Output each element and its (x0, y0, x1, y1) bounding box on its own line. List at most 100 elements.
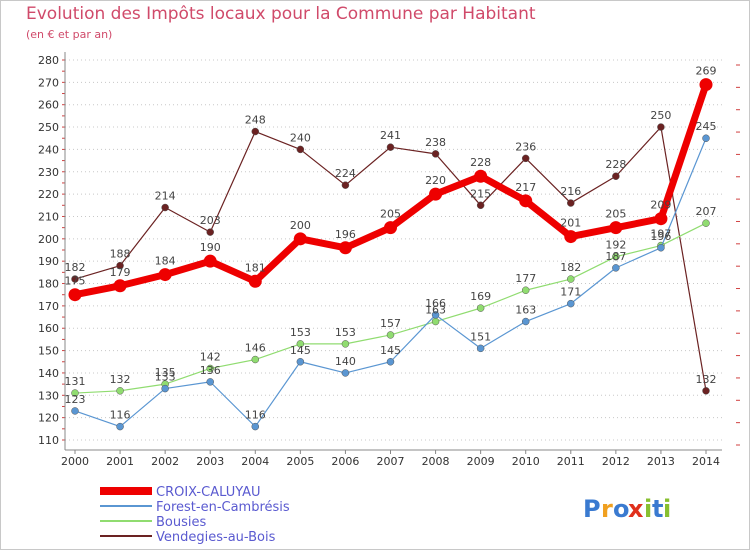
data-point (251, 422, 260, 431)
data-point (71, 407, 79, 415)
data-point (612, 252, 620, 261)
data-point (161, 203, 169, 212)
data-point (567, 299, 575, 308)
data-point (702, 134, 710, 142)
x-tick-label: 2012 (602, 455, 630, 468)
chart-title: Evolution des Impôts locaux pour la Comm… (26, 4, 536, 24)
y-tick-label: 150 (38, 345, 59, 358)
legend-label: Forest-en-Cambrésis (156, 500, 290, 515)
data-point (386, 143, 395, 151)
data-point (654, 212, 668, 226)
data-point (68, 288, 82, 302)
data-point (612, 172, 620, 180)
data-point (338, 241, 352, 255)
y-tick-label: 140 (38, 367, 59, 380)
data-label: 169 (470, 290, 491, 303)
data-label: 116 (110, 409, 131, 422)
data-point (293, 232, 307, 246)
data-point (161, 384, 169, 393)
data-label: 171 (560, 286, 581, 299)
data-point (564, 230, 578, 244)
x-tick-label: 2009 (467, 455, 495, 468)
x-tick-label: 2010 (512, 455, 540, 468)
data-point (476, 201, 485, 210)
data-point (206, 228, 214, 236)
data-label: 240 (290, 131, 311, 144)
y-tick-label: 200 (38, 233, 59, 246)
logo-letter: i (663, 495, 671, 523)
data-label: 209 (650, 199, 671, 212)
data-label: 217 (515, 181, 536, 194)
data-label: 157 (380, 317, 401, 330)
data-label: 201 (560, 217, 581, 230)
data-label: 136 (200, 364, 221, 377)
data-label: 153 (290, 326, 311, 339)
data-point (431, 150, 440, 158)
logo-letter: i (644, 495, 652, 523)
data-label: 182 (560, 261, 581, 274)
x-tick-label: 2014 (692, 455, 720, 468)
data-label: 207 (696, 205, 717, 218)
data-point (386, 358, 395, 366)
data-point (203, 254, 217, 268)
data-label: 241 (380, 129, 401, 142)
axes: 110 120 130 140 150 160 170 180 190 200 210 220 230 2… (38, 52, 740, 468)
data-point (521, 317, 530, 326)
x-tick-label: 2002 (151, 455, 179, 468)
y-tick-label: 170 (38, 300, 59, 313)
logo-letter: r (601, 495, 613, 523)
data-point (657, 123, 665, 131)
data-label: 245 (696, 120, 717, 133)
data-label: 238 (425, 136, 446, 149)
data-point (567, 199, 575, 207)
data-label: 205 (605, 208, 626, 221)
data-label: 145 (380, 344, 401, 357)
data-label: 116 (245, 409, 266, 422)
data-point (251, 127, 260, 136)
data-label: 205 (380, 208, 401, 221)
data-label: 182 (65, 261, 86, 274)
data-label: 131 (65, 375, 86, 388)
data-label: 228 (470, 156, 491, 169)
data-point (431, 311, 440, 319)
series-layer (68, 78, 713, 431)
data-label: 190 (200, 241, 221, 254)
data-label: 166 (425, 297, 446, 310)
data-label: 214 (155, 190, 176, 203)
data-label: 145 (290, 344, 311, 357)
data-label: 132 (110, 373, 131, 386)
data-point (116, 422, 124, 431)
y-tick-label: 220 (38, 188, 59, 201)
data-label: 187 (605, 250, 626, 263)
x-tick-label: 2000 (61, 455, 89, 468)
y-tick-label: 280 (38, 54, 59, 67)
data-point (206, 364, 214, 373)
x-tick-label: 2005 (286, 455, 314, 468)
data-label: 123 (65, 393, 86, 406)
data-label: 175 (65, 275, 86, 288)
data-point (296, 145, 305, 154)
data-point (248, 274, 262, 288)
data-label: 140 (335, 355, 356, 368)
x-tick-label: 2003 (196, 455, 224, 468)
data-label: 153 (335, 326, 356, 339)
x-tick-label: 2004 (241, 455, 269, 468)
data-label: 197 (650, 228, 671, 241)
data-label: 132 (696, 373, 717, 386)
y-tick-label: 110 (38, 434, 59, 447)
y-tick-label: 120 (38, 412, 59, 425)
data-label: 181 (245, 261, 266, 274)
data-point (384, 221, 397, 235)
data-label: 188 (110, 248, 131, 261)
data-label: 248 (245, 114, 266, 127)
data-label: 184 (155, 255, 176, 268)
data-point (116, 261, 124, 270)
data-point (429, 187, 443, 201)
y-tick-label: 210 (38, 210, 59, 223)
data-point (251, 355, 260, 364)
x-tick-label: 2011 (557, 455, 585, 468)
data-point (386, 331, 395, 339)
y-tick-label: 190 (38, 255, 59, 268)
data-label: 220 (425, 174, 446, 187)
